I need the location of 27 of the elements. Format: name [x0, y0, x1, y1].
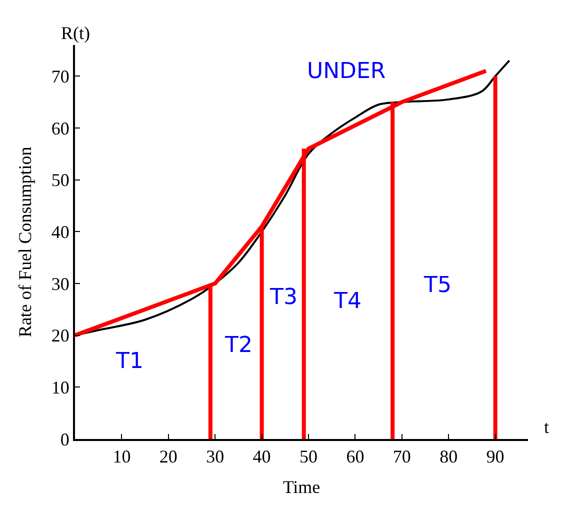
- x-tick-label: 30: [206, 446, 224, 467]
- y-tick-label: 70: [51, 66, 70, 86]
- x-tick-label: 60: [346, 446, 364, 467]
- x-tick-label: 90: [486, 446, 504, 467]
- x-tick-label: 10: [112, 446, 131, 467]
- y-tick-label: 50: [51, 170, 70, 190]
- x-tick-label: 20: [159, 446, 178, 467]
- x-tick-label: 50: [300, 446, 318, 467]
- text: R(t): [61, 23, 90, 43]
- y-tick-label: 40: [51, 222, 70, 242]
- x-axis-title: Time: [282, 477, 320, 498]
- annotation: T5: [423, 273, 452, 298]
- y-axis-title: Rate of Fuel Consumption: [15, 146, 36, 338]
- annotation: T2: [224, 333, 252, 358]
- annotation: T4: [333, 289, 362, 314]
- x-tick-label: 40: [252, 446, 271, 467]
- y-tick-label: 60: [51, 118, 70, 138]
- annotation: T3: [269, 285, 298, 310]
- annotation: T1: [115, 349, 144, 374]
- y-tick-label: 30: [51, 274, 70, 294]
- y-tick-label: 10: [51, 377, 70, 398]
- y-tick-label: 20: [51, 326, 70, 346]
- x-tick-label: 70: [392, 446, 411, 467]
- y-tick-label: 0: [60, 429, 70, 450]
- annotation: UNDER: [307, 59, 386, 84]
- text: t: [544, 417, 550, 437]
- x-tick-label: 80: [440, 446, 458, 467]
